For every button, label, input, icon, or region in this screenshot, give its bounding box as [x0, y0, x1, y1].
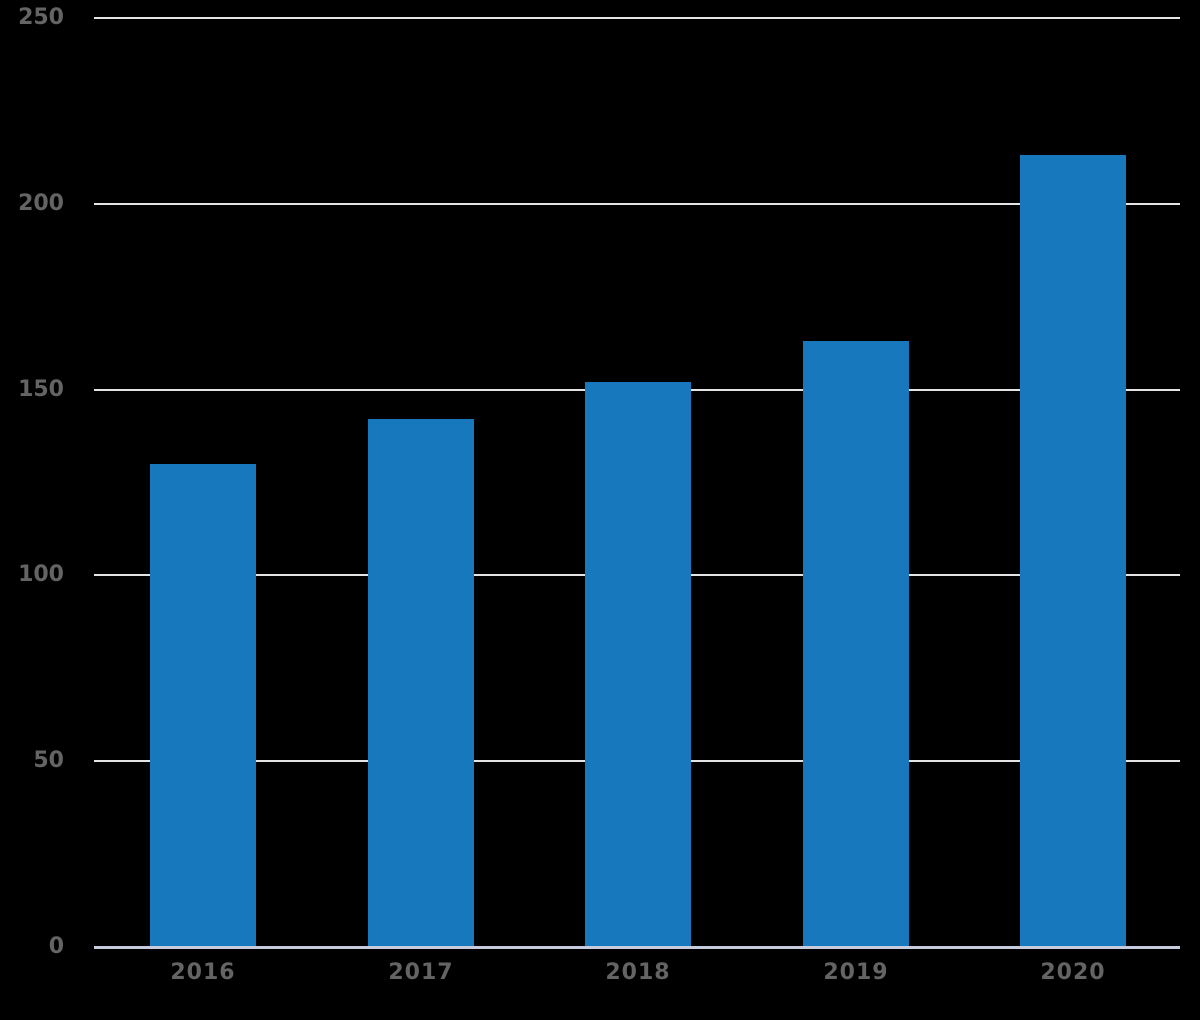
gridline-250: [94, 17, 1180, 19]
y-tick-label-100: 100: [18, 562, 64, 587]
x-axis-baseline: [94, 946, 1180, 949]
x-tick-label-2018: 2018: [605, 960, 671, 985]
x-tick-label-2017: 2017: [388, 960, 454, 985]
y-tick-label-250: 250: [18, 5, 64, 30]
x-tick-label-2020: 2020: [1040, 960, 1106, 985]
gridline-200: [94, 203, 1180, 205]
bar-2017: [368, 419, 474, 946]
y-tick-label-150: 150: [18, 377, 64, 402]
y-tick-label-50: 50: [33, 748, 64, 773]
y-tick-label-200: 200: [18, 191, 64, 216]
bar-2019: [803, 341, 909, 946]
x-tick-label-2016: 2016: [170, 960, 236, 985]
y-tick-label-0: 0: [48, 934, 64, 959]
bar-2020: [1020, 155, 1126, 946]
bar-2018: [585, 382, 691, 946]
bar-2016: [150, 464, 256, 946]
x-tick-label-2019: 2019: [823, 960, 889, 985]
